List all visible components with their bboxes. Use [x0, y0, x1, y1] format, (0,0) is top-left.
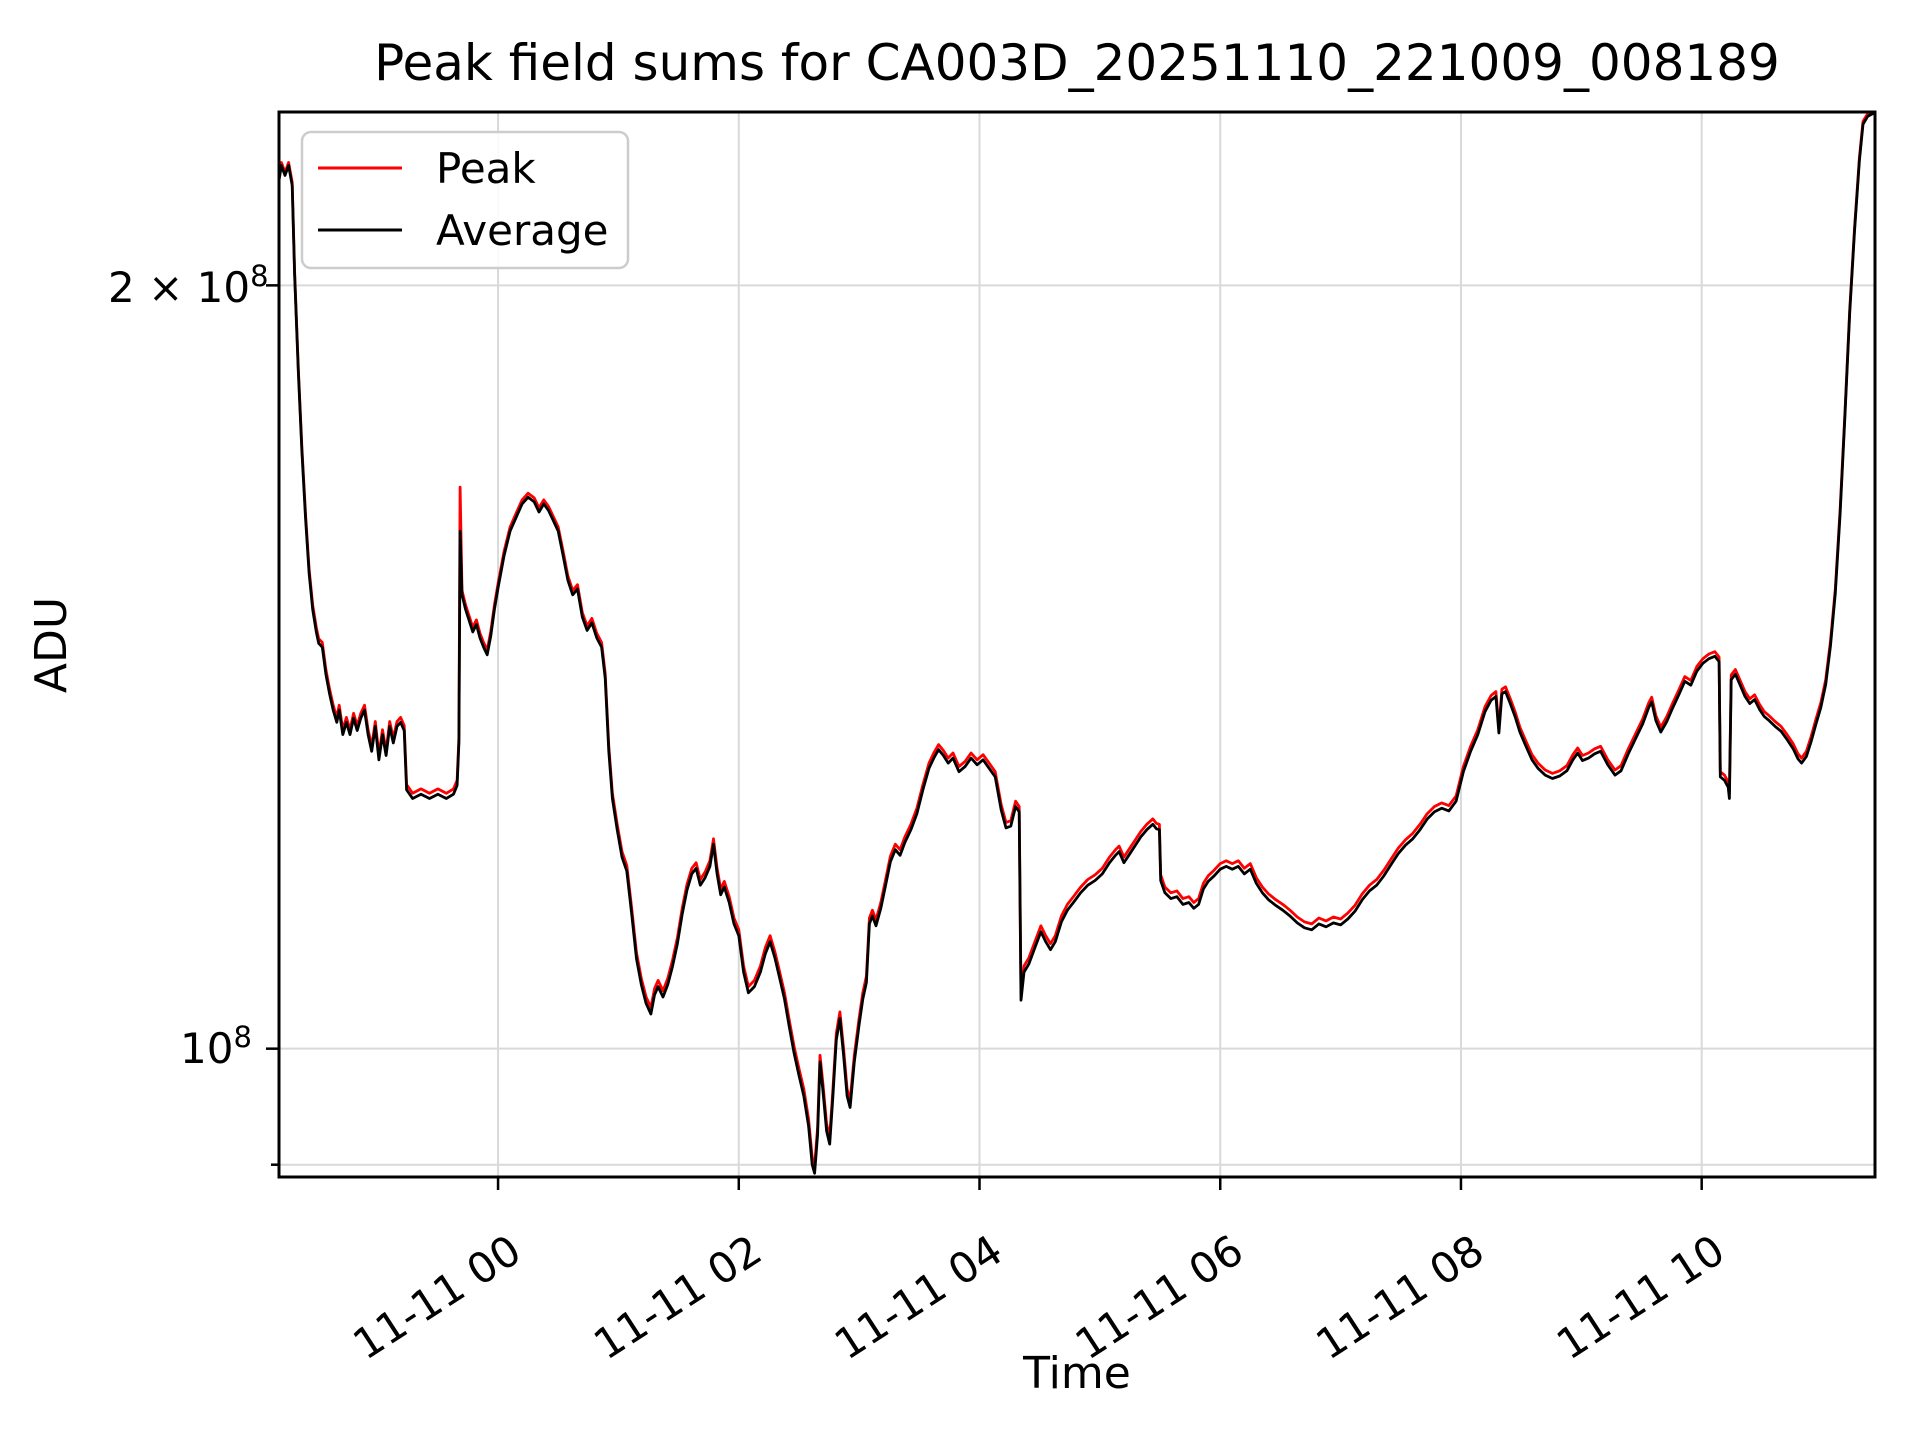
- data-series: [280, 113, 1874, 1175]
- x-tick-label: 11-11 02: [585, 1225, 770, 1369]
- x-tick-label: 11-11 08: [1307, 1225, 1492, 1369]
- y-tick-marks: [266, 284, 279, 1166]
- x-tick-label: 11-11 04: [826, 1225, 1011, 1369]
- chart-title: Peak field sums for CA003D_20251110_2210…: [374, 34, 1780, 92]
- y-tick-label-2e8: 2 × 108: [108, 259, 269, 312]
- y-axis-label: ADU: [26, 597, 77, 693]
- x-tick-label: 11-11 00: [344, 1225, 529, 1369]
- legend-label-peak: Peak: [436, 144, 536, 193]
- legend: Peak Average: [300, 130, 630, 270]
- x-tick-label: 11-11 10: [1548, 1225, 1733, 1369]
- x-tick-marks: [496, 1177, 1703, 1190]
- legend-label-average: Average: [436, 206, 608, 255]
- y-tick-label-1e8: 108: [180, 1020, 252, 1073]
- x-axis-label: Time: [1022, 1348, 1131, 1399]
- y-gridlines: [280, 284, 1874, 1166]
- series-line-average: [280, 113, 1874, 1175]
- x-gridlines: [497, 113, 1703, 1176]
- legend-box: [300, 130, 630, 270]
- series-line-peak: [280, 113, 1871, 1168]
- plot-border: [277, 110, 1877, 1179]
